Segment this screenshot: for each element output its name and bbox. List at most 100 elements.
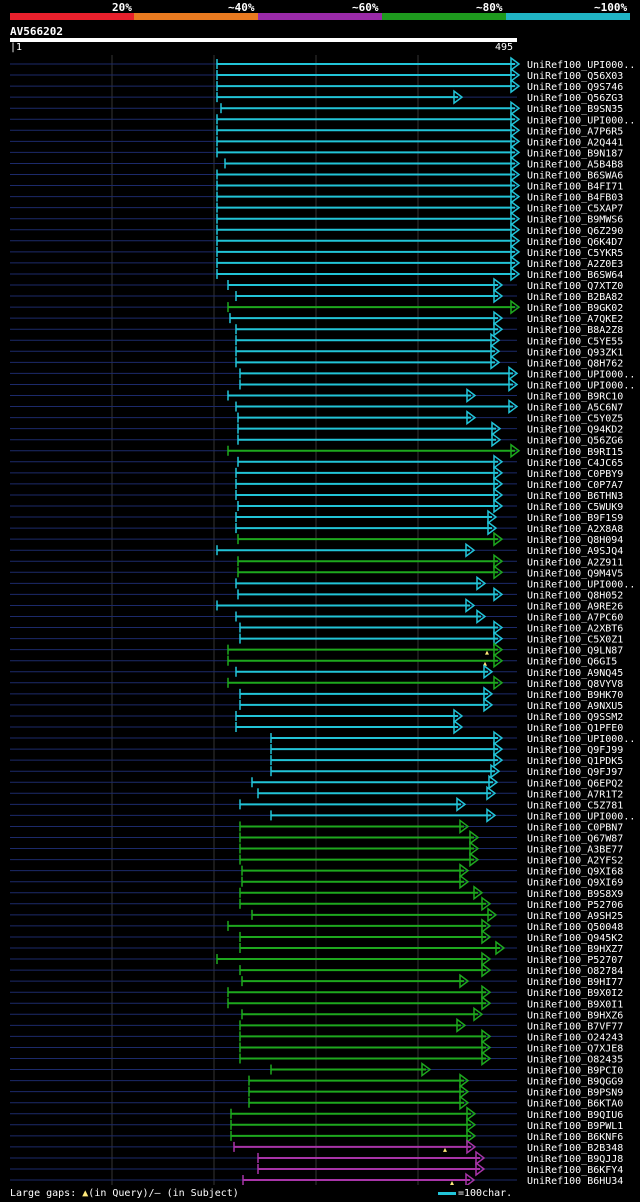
hit-label: UniRef100_B9X0I2 [527,988,623,999]
hit-label: UniRef100_B6KFY4 [527,1165,623,1176]
hit-label: UniRef100_A9RE26 [527,601,623,612]
hit-end-arrow-icon [475,1150,486,1166]
hit-end-arrow-icon [493,564,504,580]
hit-end-arrow-icon [493,465,504,481]
hit-end-arrow-icon [510,299,521,315]
hit-label: UniRef100_Q93ZK1 [527,347,623,358]
hit-end-arrow-icon [486,785,497,801]
hit-label: UniRef100_Q8H052 [527,590,623,601]
legend-segment-red [10,13,134,20]
hit-end-arrow-icon [459,818,470,834]
hit-end-arrow-icon [453,89,464,105]
hit-end-arrow-icon [493,288,504,304]
hit-end-arrow-icon [493,531,504,547]
hit-end-arrow-icon [493,487,504,503]
hit-label: UniRef100_B9S8X9 [527,889,623,900]
hit-label: UniRef100_Q945K2 [527,933,623,944]
hit-label: UniRef100_A5C6N7 [527,403,623,414]
hit-label: UniRef100_C5X0Z1 [527,635,623,646]
alignment-svg: UniRef100_UPI000..UniRef100_Q56X03UniRef… [10,55,635,1185]
hit-label: UniRef100_B4FI71 [527,182,623,193]
hit-end-arrow-icon [466,388,477,403]
hit-end-arrow-icon [493,553,504,569]
hit-label: UniRef100_UPI000.. [527,380,635,391]
hit-end-arrow-icon [483,686,494,702]
hit-end-arrow-icon [487,520,498,536]
hit-label: UniRef100_P52706 [527,900,623,911]
hit-end-arrow-icon [493,498,504,514]
hit-end-arrow-icon [493,752,504,768]
hit-label: UniRef100_B9HXZ7 [527,944,623,955]
hit-label: UniRef100_Q6EPQ2 [527,778,623,789]
hit-label: UniRef100_B9HXZ6 [527,1010,623,1021]
hit-end-arrow-icon [473,1006,484,1022]
hit-label: UniRef100_Q7XJE8 [527,1043,623,1054]
hit-end-arrow-icon [475,1161,486,1177]
hit-end-arrow-icon [481,1051,492,1066]
hit-end-arrow-icon [466,1106,477,1122]
hit-label: UniRef100_B9HI77 [527,977,623,988]
hit-label: UniRef100_C0PBY9 [527,469,623,480]
hit-end-arrow-icon [493,653,504,669]
hit-label: UniRef100_B9RC10 [527,392,623,403]
hit-label: UniRef100_Q6K4D7 [527,237,623,248]
hit-end-arrow-icon [465,597,476,613]
hit-label: UniRef100_C5WUK9 [527,502,623,513]
hit-label: UniRef100_A2Q441 [527,137,623,148]
hit-end-arrow-icon [510,122,521,138]
hit-end-arrow-icon [510,255,521,271]
hit-end-arrow-icon [476,575,487,591]
hit-end-arrow-icon [466,1139,477,1155]
hit-label: UniRef100_UPI000.. [527,115,635,126]
hit-end-arrow-icon [510,200,521,216]
hit-end-arrow-icon [481,995,492,1011]
hit-label: UniRef100_Q9FJ99 [527,745,623,756]
hit-end-arrow-icon [459,863,470,879]
legend-label-100: ~100% [594,1,628,14]
hit-end-arrow-icon [459,1073,470,1089]
hit-end-arrow-icon [473,885,484,901]
gap-triangle-icon: ▲ [82,1188,89,1199]
hit-end-arrow-icon [486,807,497,823]
legend-label-40: ~40% [228,1,255,14]
hit-label: UniRef100_B9HK70 [527,690,623,701]
hit-end-arrow-icon [481,896,492,912]
hit-label: UniRef100_UPI000.. [527,734,635,745]
hit-end-arrow-icon [493,642,504,658]
hit-end-arrow-icon [481,984,492,1000]
hit-end-arrow-icon [421,1062,432,1078]
hit-end-arrow-icon [481,929,492,945]
hit-label: UniRef100_O24243 [527,1032,623,1043]
hit-label: UniRef100_B9PWL1 [527,1121,623,1132]
hit-end-arrow-icon [487,509,498,525]
hit-end-arrow-icon [481,918,492,934]
hit-end-arrow-icon [510,155,521,171]
hit-end-arrow-icon [469,841,480,857]
hit-label: UniRef100_B9RI15 [527,447,623,458]
hit-end-arrow-icon [466,1117,477,1133]
hit-label: UniRef100_A2XBT6 [527,624,623,635]
hit-end-arrow-icon [453,719,464,735]
hit-label: UniRef100_A2Z0E3 [527,259,623,270]
hit-end-arrow-icon [510,111,521,127]
hit-label: UniRef100_B9QIU6 [527,1110,623,1121]
hit-end-arrow-icon [493,586,504,602]
query-id: AV566202 [10,25,63,38]
legend-segment-green [382,13,506,20]
hit-label: UniRef100_A9NXU5 [527,701,623,712]
hit-label: UniRef100_B9X0I1 [527,999,623,1010]
alignment-plot: UniRef100_UPI000.. UniRef100_Q56X03 UniRef… [0,55,640,1185]
hit-end-arrow-icon [456,1017,467,1033]
hit-end-arrow-icon [466,410,477,426]
hit-end-arrow-icon [493,620,504,636]
ruler-start-label: |1 [10,42,23,53]
hit-end-arrow-icon [483,697,494,713]
hit-label: UniRef100_B2BA82 [527,292,623,303]
hit-end-arrow-icon [481,951,492,967]
hit-label: UniRef100_B7VF77 [527,1021,623,1032]
hit-label: UniRef100_Q8VYV8 [527,679,623,690]
hit-end-arrow-icon [459,874,470,890]
hit-label: UniRef100_Q9FJ97 [527,767,623,778]
hit-end-arrow-icon [490,332,501,348]
hit-label: UniRef100_A9NQ45 [527,668,623,679]
